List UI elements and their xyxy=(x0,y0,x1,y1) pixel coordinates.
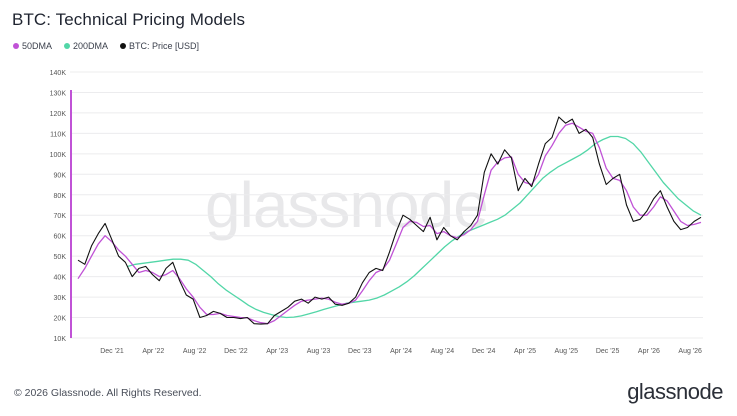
legend-dot-50dma xyxy=(13,43,19,49)
x-tick-label-8: Aug '24 xyxy=(431,348,455,355)
x-tick-label-5: Aug '23 xyxy=(307,348,331,355)
x-tick-label-0: Dec '21 xyxy=(100,348,124,355)
y-tick-label-7: 80K xyxy=(54,193,67,200)
y-tick-label-10: 110K xyxy=(50,131,66,138)
x-tick-label-6: Dec '23 xyxy=(348,348,372,355)
y-tick-label-9: 100K xyxy=(50,152,67,159)
chart-title: BTC: Technical Pricing Models xyxy=(12,10,246,29)
y-tick-label-3: 40K xyxy=(54,275,67,282)
y-tick-label-5: 60K xyxy=(54,234,67,241)
x-tick-label-12: Dec '25 xyxy=(596,348,620,355)
x-tick-label-9: Dec '24 xyxy=(472,348,496,355)
series-line-200dma xyxy=(127,135,702,319)
copyright-text: © 2026 Glassnode. All Rights Reserved. xyxy=(14,387,202,399)
chart-legend: 50DMA 200DMA BTC: Price [USD] xyxy=(13,41,211,51)
legend-item-btc-price[interactable]: BTC: Price [USD] xyxy=(120,41,199,51)
y-tick-label-6: 70K xyxy=(54,213,67,220)
legend-dot-btc-price xyxy=(120,43,127,49)
chart-area[interactable]: 10K 20K 30K 40K 50K 60K 70K 80K 90K 100K 110K 120K 1… xyxy=(0,0,737,370)
brand-logo: glassnode xyxy=(627,379,723,404)
legend-label-200dma: 200DMA xyxy=(73,41,109,51)
x-tick-label-7: Apr '24 xyxy=(390,348,412,355)
y-tick-label-2: 30K xyxy=(54,295,67,302)
x-tick-label-1: Apr '22 xyxy=(142,348,164,355)
x-tick-label-13: Apr '26 xyxy=(638,348,660,355)
y-tick-label-12: 130K xyxy=(50,90,67,97)
series-line-btc-price xyxy=(77,116,702,325)
x-tick-label-2: Aug '22 xyxy=(183,348,207,355)
legend-item-200dma[interactable]: 200DMA xyxy=(64,41,108,51)
y-tick-label-1: 20K xyxy=(54,316,67,323)
legend-label-btc-price: BTC: Price [USD] xyxy=(129,41,200,51)
chart-svg[interactable]: 10K 20K 30K 40K 50K 60K 70K 80K 90K 100K 110K 120K 1… xyxy=(0,0,737,370)
y-tick-label-0: 10K xyxy=(54,336,67,343)
y-tick-label-8: 90K xyxy=(54,172,67,179)
y-tick-label-11: 120K xyxy=(50,111,67,118)
y-tick-label-4: 50K xyxy=(54,254,67,261)
x-tick-label-11: Aug '25 xyxy=(555,348,579,355)
x-tick-label-3: Dec '22 xyxy=(224,348,248,355)
y-tick-label-13: 140K xyxy=(50,70,67,77)
x-tick-label-14: Aug '26 xyxy=(678,348,702,355)
legend-dot-200dma xyxy=(64,43,71,49)
legend-item-50dma[interactable]: 50DMA xyxy=(13,41,52,51)
series-line-50dma xyxy=(77,122,702,325)
legend-label-50dma: 50DMA xyxy=(22,41,53,51)
x-tick-label-4: Apr '23 xyxy=(266,348,288,355)
x-tick-label-10: Apr '25 xyxy=(514,348,536,355)
